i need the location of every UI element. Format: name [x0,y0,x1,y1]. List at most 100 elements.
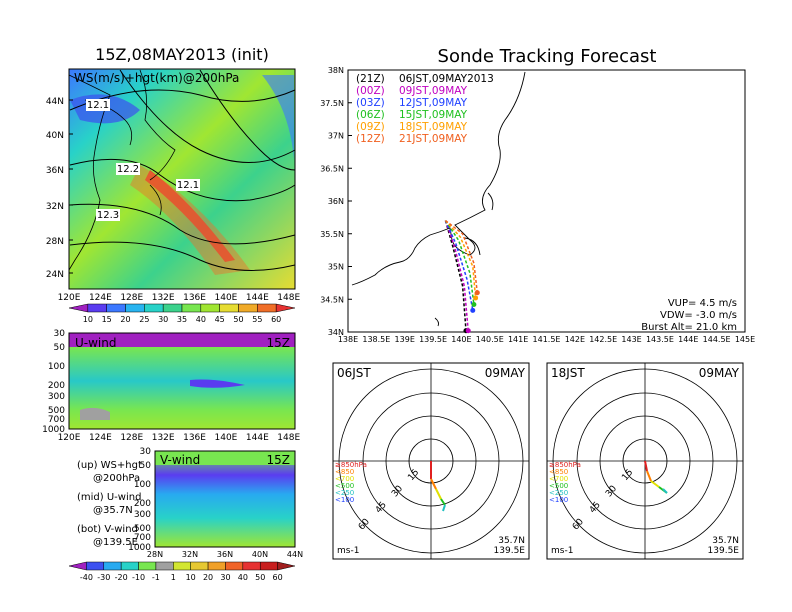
track-landing-point [465,328,471,334]
u-low-grey [80,407,110,420]
pressure-tick: 30 [54,329,66,339]
track-lat-tick: 36.5N [320,164,344,173]
u-jet-core [190,379,245,388]
u-label: U-wind [75,336,116,350]
right-title: Sonde Tracking Forecast [438,46,657,67]
hodograph-level-label: <500 [549,482,568,490]
u-lon-tick: 132E [152,433,175,443]
track-lon-tick: 139E [395,335,415,344]
ws-colorbar-tick: 15 [102,315,112,324]
track-lon-tick: 138.5E [362,335,390,344]
track-coastline [351,71,526,327]
hodograph-unit: ms-1 [551,546,573,556]
ws-colorbar-swatch [106,303,126,313]
contour-label: 12.3 [97,210,119,221]
ws-lat-tick: 40N [46,131,64,141]
v-colorbar-swatch [86,561,105,571]
hodograph-lat: 35.7N [712,536,739,546]
ws-colorbar-tick: 10 [83,315,93,324]
ws-colorbar-swatch [200,303,220,313]
track-line [444,220,477,298]
v-lat-tick: 28N [147,550,163,559]
ws-lat-tick: 28N [46,237,64,247]
track-landing-point [470,307,476,313]
ws-colorbar-swatch [275,303,296,313]
hodograph-trace [644,460,648,472]
ws-lat-tick: 32N [46,202,64,212]
track-landing-point [474,290,480,296]
v-colorbar-tick: -30 [97,573,110,582]
track-lon-tick: 141E [508,335,528,344]
track-lon-tick: 138E [338,335,358,344]
u-lon-tick: 144E [246,433,269,443]
track-param: Burst Alt= 21.0 km [641,322,737,333]
ws-colorbar-swatch [238,303,258,313]
pressure-tick: 200 [48,381,65,391]
track-lon-tick: 143.5E [646,335,674,344]
track-legend-jst: 15JST,09MAY [399,109,468,121]
v-colorbar-tick: 30 [220,573,230,582]
v-label: V-wind [160,453,200,467]
hodograph-level-label: <500 [335,482,354,490]
track-lon-tick: 140E [451,335,471,344]
v-colorbar-tick: -20 [115,573,128,582]
ws-colorbar-tick: 45 [215,315,225,324]
hodograph-level-label: <850 [335,468,354,476]
ws-colorbar-swatch [162,303,183,313]
v-colorbar-swatch [259,561,278,571]
track-line [444,220,475,305]
v-colorbar-tick: 10 [186,573,196,582]
hodograph-trace [646,470,652,482]
track-legend-z: (00Z) [356,85,385,97]
hodograph-level-label: <850 [549,468,568,476]
track-lat-tick: 35.5N [320,230,344,239]
ws-lat-tick: 36N [46,166,64,176]
contour-label: 12.2 [117,164,139,175]
track-legend-jst: 09JST,09MAY [399,85,468,97]
v-colorbar-swatch [138,561,157,571]
track-lat-tick: 34N [328,328,344,337]
pressure-tick: 700 [134,533,151,543]
pressure-tick: 100 [134,480,151,490]
hodograph-trace [435,488,442,500]
u-lon-tick: 140E [215,433,238,443]
u-lon-tick: 148E [277,433,300,443]
v-lat-tick: 32N [182,550,198,559]
ws-lon-tick: 120E [58,293,81,303]
hodograph-trace [440,498,446,506]
v-colorbar-swatch [155,561,174,571]
ws-colorbar-swatch [181,303,202,313]
hodograph-date: 09MAY [699,366,740,380]
ws-lat-tick: 24N [46,270,64,280]
track-legend-entry: (03Z) 12JST,09MAY [356,97,468,109]
ws-frame [68,68,296,290]
v-colorbar-tick: 40 [238,573,248,582]
ws-colorbar-swatch [68,303,89,313]
contour-label-bg [176,179,200,191]
u-lon-tick: 136E [183,433,206,443]
ws-jet-band [130,165,250,275]
legend-note-line1: (bot) V-wind [77,524,138,535]
hodograph-level-label: <100 [335,496,354,504]
v-colorbar-swatch [68,561,87,571]
ws-lon-tick: 124E [89,293,112,303]
track-lon-tick: 140.5E [476,335,504,344]
pressure-tick: 700 [48,415,65,425]
hodograph-date: 09MAY [485,366,526,380]
v-colorbar-swatch [277,561,296,571]
pressure-tick: 50 [140,461,152,471]
legend-note-line2: @200hPa [93,473,140,484]
contour-label-bg [86,99,110,111]
pressure-tick: 300 [48,392,65,402]
pressure-tick: 30 [140,447,152,457]
track-legend-entry: (12Z) 21JST,09MAY [356,133,468,145]
v-time: 15Z [267,453,291,467]
ws-colorbar-tick: 20 [120,315,130,324]
v-top-green [155,451,295,465]
track-landing-point [473,295,479,301]
u-lon-tick: 124E [89,433,112,443]
track-lat-tick: 37N [328,132,344,141]
hodograph-lon: 139.5E [494,546,526,556]
